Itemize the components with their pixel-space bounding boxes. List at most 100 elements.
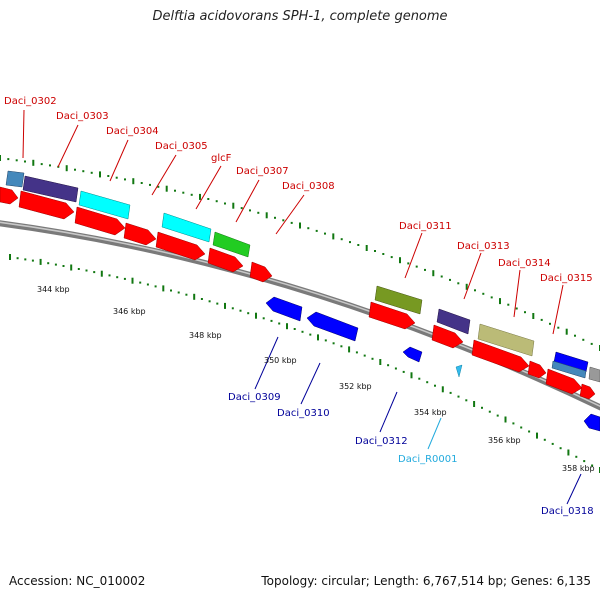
scale-label-356: 356 kbp [488, 436, 521, 445]
outer-track-tick [357, 244, 360, 246]
inner-track-tick [16, 257, 19, 260]
inner-track-tick [146, 283, 149, 286]
outer-track-tick [24, 160, 26, 163]
inner-track-tick [247, 312, 250, 315]
forward-red-features [0, 186, 596, 400]
label-daci-0310[interactable]: Daci_0310 [277, 408, 330, 419]
gene-arrow-red-7[interactable] [249, 261, 273, 283]
gene-arrow-daci-0310[interactable] [306, 311, 359, 342]
label-daci-0303[interactable]: Daci_0303 [56, 111, 109, 122]
inner-track-tick [301, 330, 304, 333]
leader-daci-0303 [57, 124, 79, 168]
leader-daci-r0001 [427, 417, 442, 450]
inner-track-tick [410, 372, 413, 379]
label-daci-0312[interactable]: Daci_0312 [355, 436, 408, 447]
label-daci-0318[interactable]: Daci_0318 [541, 506, 594, 517]
outer-track-tick [82, 170, 85, 173]
gene-arrow-red-13[interactable] [579, 383, 596, 400]
inner-track-tick [162, 285, 165, 292]
label-glcf[interactable]: glcF [211, 153, 232, 164]
outer-track-tick [490, 296, 493, 299]
gene-arrow-red-12[interactable] [545, 368, 583, 395]
inner-tick-track [9, 254, 600, 473]
gene-arrow-daci-0309[interactable] [265, 296, 303, 322]
gene-arrow-red-4[interactable] [123, 222, 157, 246]
inner-track-tick [131, 277, 134, 284]
outer-track-tick [415, 265, 418, 268]
outer-track-tick [165, 185, 168, 192]
gene-arrow-daci-0305-upper[interactable] [161, 212, 212, 243]
gene-arrow-red-11[interactable] [527, 360, 547, 379]
label-daci-0305[interactable]: Daci_0305 [155, 141, 208, 152]
gene-arrow-red-8[interactable] [368, 301, 416, 330]
scale-label-352: 352 kbp [339, 382, 372, 391]
leader-daci-0310 [300, 362, 321, 405]
label-daci-0311[interactable]: Daci_0311 [399, 221, 452, 232]
gene-arrow-daci-0304-upper[interactable] [78, 190, 131, 220]
gene-arrow-daci-0311[interactable] [374, 285, 423, 315]
outer-track-tick [432, 270, 435, 277]
leader-daci-0312 [379, 391, 398, 433]
gene-arrow-red-5[interactable] [155, 231, 206, 261]
gene-arrow-daci-0315-steel[interactable] [551, 360, 587, 379]
outer-track-tick [507, 303, 510, 306]
outer-track-tick [257, 211, 260, 214]
gene-arrow-daci-0303[interactable] [22, 175, 79, 203]
outer-track-tick [124, 178, 126, 181]
outer-track-tick [32, 159, 35, 166]
label-daci-0315[interactable]: Daci_0315 [540, 273, 593, 284]
inner-track-tick [379, 359, 382, 365]
scale-label-358: 358 kbp [562, 464, 595, 473]
inner-track-tick [9, 254, 11, 260]
outer-track-tick [549, 322, 551, 325]
inner-track-tick [426, 381, 429, 384]
leader-daci-0309 [254, 336, 279, 390]
outer-track-tick [532, 313, 535, 319]
label-daci-0302[interactable]: Daci_0302 [4, 96, 57, 107]
outer-track-tick [240, 207, 243, 210]
leader-glcf [195, 165, 222, 210]
scale-label-348: 348 kbp [189, 331, 222, 340]
inner-track-tick [441, 386, 444, 393]
inner-track-tick [332, 342, 335, 345]
inner-track-tick [286, 323, 288, 330]
inner-track-tick [324, 339, 327, 342]
inner-track-tick [418, 377, 421, 380]
label-daci-0304[interactable]: Daci_0304 [106, 126, 159, 137]
label-daci-0307[interactable]: Daci_0307 [236, 166, 289, 177]
leader-daci-0314 [513, 269, 521, 318]
inner-track-tick [54, 263, 57, 266]
map-title: Delftia acidovorans SPH-1, complete geno… [152, 9, 448, 24]
gene-arrow-red-1[interactable] [0, 186, 19, 205]
gene-arrow-red-6[interactable] [207, 247, 244, 273]
gene-arrow-daci-0318[interactable] [583, 413, 600, 432]
label-daci-r0001[interactable]: Daci_R0001 [398, 454, 458, 465]
leader-daci-0311 [404, 232, 423, 279]
inner-track-tick [575, 455, 578, 458]
inner-track-tick [93, 271, 96, 274]
label-daci-0314[interactable]: Daci_0314 [498, 258, 551, 269]
gene-arrow-red-10[interactable] [471, 339, 530, 373]
outer-track-tick [349, 241, 351, 244]
outer-tick-track [0, 155, 600, 351]
inner-track-tick [239, 309, 242, 312]
label-daci-0309[interactable]: Daci_0309 [228, 392, 281, 403]
gene-arrow-daci-0316[interactable] [588, 366, 600, 383]
label-daci-0308[interactable]: Daci_0308 [282, 181, 335, 192]
leader-daci-0305 [151, 154, 177, 196]
gene-arrow-daci-0313[interactable] [436, 308, 471, 335]
gene-arrow-glcf[interactable] [212, 231, 251, 258]
scale-label-350: 350 kbp [264, 356, 297, 365]
gene-arrow-red-3[interactable] [74, 206, 126, 236]
gene-arrow-daci-0314[interactable] [477, 323, 535, 357]
gene-arrow-daci-0302-upper[interactable] [5, 170, 25, 188]
trna-daci-r0001[interactable] [455, 364, 463, 378]
inner-track-tick [481, 406, 483, 409]
label-daci-0313[interactable]: Daci_0313 [457, 241, 510, 252]
gene-arrow-red-9[interactable] [431, 324, 464, 349]
accession-text: Accession: NC_010002 [9, 574, 146, 588]
gene-arrow-red-2[interactable] [18, 190, 75, 220]
genome-backbone-highlight [0, 221, 600, 408]
inner-track-tick [216, 302, 219, 305]
gene-arrow-daci-0312[interactable] [402, 346, 423, 363]
